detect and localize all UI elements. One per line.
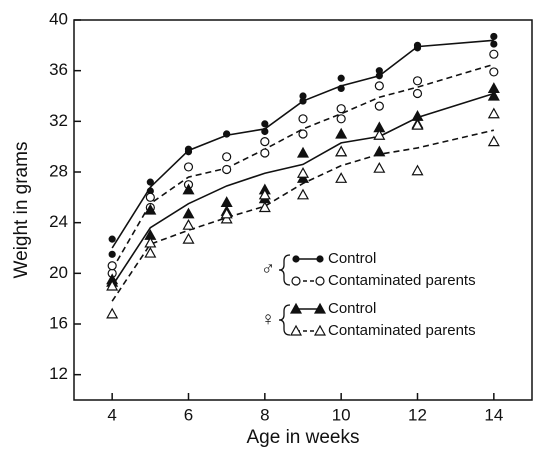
data-point (411, 164, 424, 176)
data-point (373, 145, 386, 157)
fit-line (111, 63, 495, 270)
data-point (222, 164, 232, 175)
data-point (335, 172, 348, 183)
legend-marker (291, 276, 301, 286)
data-point (374, 101, 384, 111)
data-point (373, 161, 386, 173)
legend-label: Control (328, 300, 376, 317)
data-point (144, 203, 157, 215)
data-point (374, 81, 384, 91)
data-point (490, 40, 498, 48)
legend-label: Control (328, 250, 376, 267)
y-tick-label: 12 (49, 364, 68, 383)
legend-brace (278, 304, 291, 336)
fit-line (111, 129, 495, 302)
fit-line (111, 92, 495, 287)
data-point (261, 127, 269, 136)
legend-marker (289, 324, 303, 336)
data-point (258, 201, 271, 213)
data-point (336, 104, 346, 114)
x-tick-label: 8 (260, 405, 269, 424)
data-point (335, 145, 348, 157)
legend-group-symbol: ♀ (261, 309, 275, 330)
legend-marker (313, 324, 327, 336)
x-axis-title: Age in weeks (246, 427, 359, 448)
data-point (487, 107, 500, 119)
y-tick-label: 24 (49, 212, 68, 231)
data-point (258, 188, 271, 200)
data-point (375, 72, 383, 80)
data-point (260, 148, 270, 158)
y-tick-label: 40 (49, 9, 68, 28)
data-point (182, 207, 195, 219)
y-tick-label: 36 (49, 60, 68, 79)
data-point (182, 218, 195, 230)
data-point (108, 250, 116, 258)
data-point (182, 232, 195, 244)
data-point (296, 188, 310, 200)
data-point (108, 235, 116, 243)
data-point (184, 148, 193, 156)
y-tick-label: 28 (49, 161, 68, 180)
data-point (146, 178, 154, 186)
data-point (490, 32, 498, 41)
data-point (337, 84, 345, 93)
data-point (335, 127, 348, 139)
data-point (487, 135, 500, 147)
legend-marker (315, 276, 325, 286)
plot-frame (73, 19, 533, 401)
data-point (299, 97, 307, 105)
data-point (144, 246, 157, 258)
x-tick-label: 6 (184, 405, 193, 424)
data-point (296, 146, 310, 158)
fit-line (111, 39, 494, 249)
data-point (489, 67, 499, 77)
y-tick-label: 32 (49, 111, 68, 130)
data-point (260, 137, 270, 147)
data-point (106, 279, 119, 291)
data-point (337, 74, 345, 82)
data-point (413, 44, 422, 52)
data-point (411, 118, 424, 130)
legend-group-symbol: ♂ (261, 259, 275, 280)
data-point (222, 152, 232, 162)
data-point (298, 129, 308, 139)
legend-marker (313, 302, 327, 314)
y-tick-label: 20 (49, 263, 68, 282)
data-point (182, 183, 195, 195)
x-tick-label: 12 (408, 405, 427, 424)
data-point (336, 114, 346, 124)
legend-label: Contaminated parents (328, 272, 476, 289)
data-point (412, 76, 423, 86)
data-point (145, 192, 155, 202)
data-point (298, 114, 308, 124)
x-tick-label: 10 (332, 405, 351, 424)
data-point (261, 120, 269, 128)
legend-marker (289, 302, 303, 314)
legend-marker (292, 255, 300, 263)
data-point (489, 49, 499, 59)
legend-brace (278, 254, 291, 286)
x-tick-label: 14 (484, 405, 503, 424)
data-point (183, 162, 194, 172)
data-point (220, 207, 233, 219)
x-tick-label: 4 (107, 405, 116, 424)
data-point (487, 89, 500, 101)
legend-marker (316, 255, 324, 263)
data-point (373, 129, 386, 140)
data-point (106, 307, 119, 319)
data-point (412, 88, 423, 99)
y-tick-label: 16 (49, 313, 68, 332)
legend-label: Contaminated parents (328, 322, 476, 339)
y-axis-title: Weight in grams (11, 142, 32, 279)
data-point (144, 236, 157, 248)
data-point (107, 261, 117, 271)
data-point (223, 130, 231, 138)
data-point (296, 167, 310, 178)
